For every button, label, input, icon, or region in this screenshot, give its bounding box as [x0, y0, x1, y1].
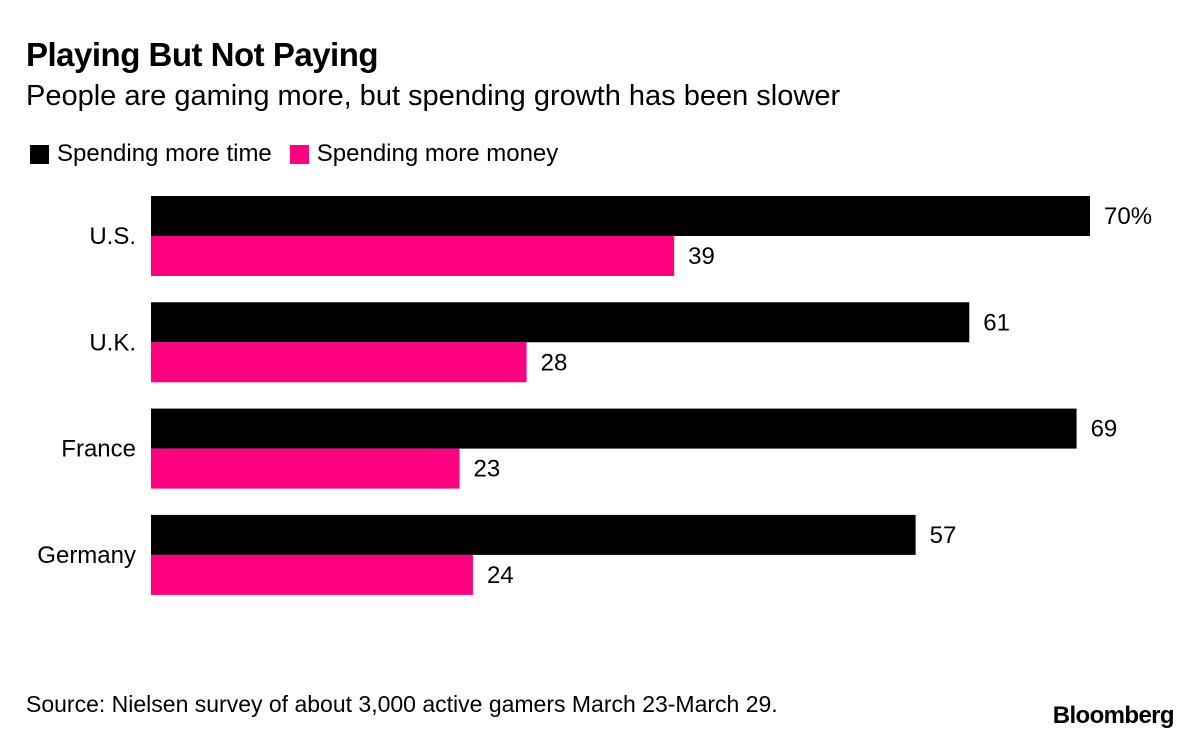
bar-money-france — [151, 448, 460, 489]
legend-swatch-time — [30, 144, 49, 164]
data-label-money-germany: 24 — [487, 562, 514, 589]
bar-time-france — [151, 408, 1077, 449]
bar-time-u-k — [151, 302, 970, 343]
category-label-u-k: U.K. — [89, 329, 136, 356]
category-label-u-s: U.S. — [89, 223, 136, 250]
data-label-time-germany: 57 — [930, 522, 957, 549]
bloomberg-logo: Bloomberg — [1052, 702, 1175, 729]
legend-label-money: Spending more money — [316, 140, 559, 167]
data-label-money-france: 23 — [474, 456, 501, 483]
chart-subtitle: People are gaming more, but spending gro… — [26, 80, 841, 112]
legend-label-time: Spending more time — [57, 140, 272, 167]
bar-money-u-k — [151, 342, 527, 383]
bar-time-u-s — [151, 196, 1090, 236]
data-label-time-u-k: 61 — [983, 309, 1010, 336]
category-label-france: France — [61, 436, 136, 463]
legend-swatch-money — [289, 144, 309, 164]
data-label-money-u-k: 28 — [541, 349, 568, 376]
legend-item-time: Spending more time — [30, 140, 272, 168]
data-label-money-u-s: 39 — [688, 243, 715, 270]
legend: Spending more time Spending more money — [30, 140, 576, 168]
bar-money-germany — [151, 554, 473, 595]
legend-item-money: Spending more money — [289, 140, 559, 168]
data-label-time-france: 69 — [1091, 416, 1118, 443]
data-label-time-u-s: 70% — [1104, 203, 1152, 230]
bar-money-u-s — [151, 236, 675, 276]
source-note: Source: Nielsen survey of about 3,000 ac… — [26, 691, 778, 717]
category-label-germany: Germany — [37, 542, 136, 569]
bar-time-germany — [151, 514, 916, 555]
chart-title: Playing But Not Paying — [26, 36, 379, 73]
